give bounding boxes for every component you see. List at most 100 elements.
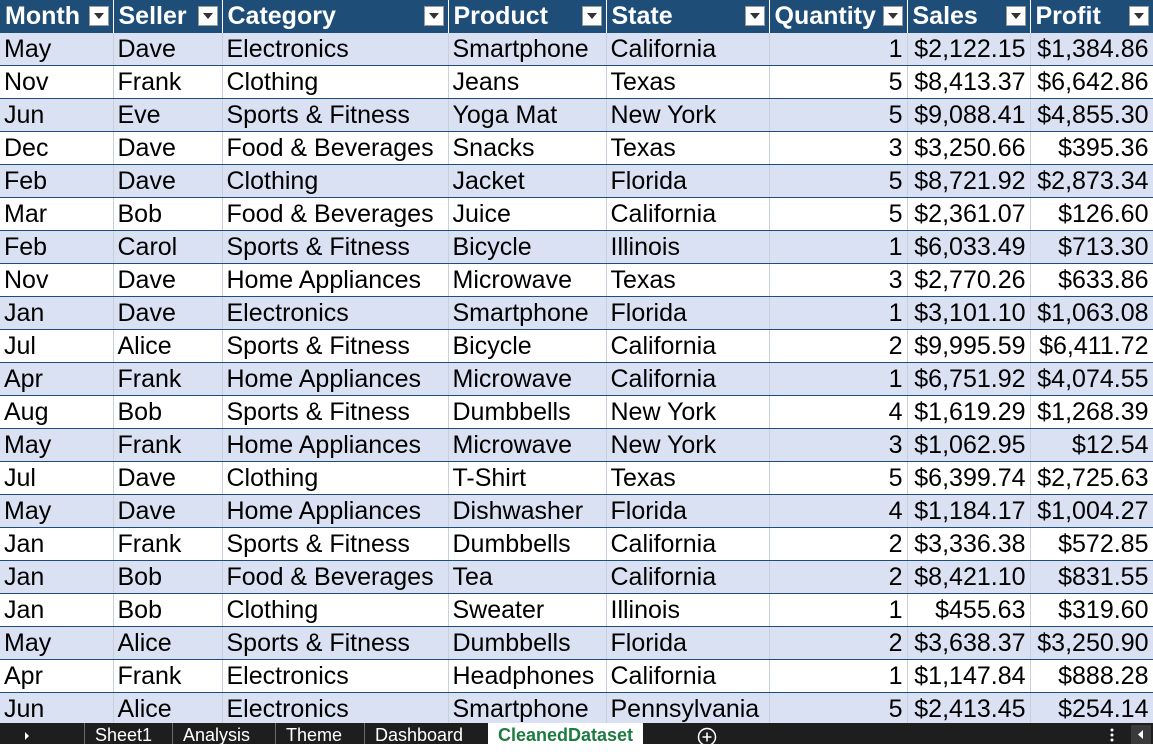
tab-dashboard[interactable]: Dashboard — [364, 723, 473, 745]
cell-month[interactable]: Jan — [0, 560, 114, 594]
tab-cleaneddataset[interactable]: CleanedDataset — [488, 723, 644, 745]
cell-quantity[interactable]: 5 — [769, 164, 908, 198]
cell-sales[interactable]: $1,062.95 — [907, 428, 1031, 462]
cell-category[interactable]: Home Appliances — [222, 494, 449, 528]
cell-seller[interactable]: Carol — [113, 230, 223, 264]
cell-sales[interactable]: $6,399.74 — [907, 461, 1031, 495]
cell-sales[interactable]: $3,638.37 — [907, 626, 1031, 660]
column-header-quantity[interactable]: Quantity — [769, 0, 908, 33]
cell-month[interactable]: Apr — [0, 659, 114, 693]
cell-profit[interactable]: $12.54 — [1030, 428, 1153, 462]
cell-category[interactable]: Clothing — [222, 461, 449, 495]
cell-product[interactable]: Sweater — [448, 593, 607, 627]
cell-quantity[interactable]: 2 — [769, 560, 908, 594]
cell-state[interactable]: California — [606, 329, 770, 363]
tab-analysis[interactable]: Analysis — [172, 723, 260, 745]
cell-profit[interactable]: $254.14 — [1030, 692, 1153, 723]
cell-profit[interactable]: $2,873.34 — [1030, 164, 1153, 198]
cell-month[interactable]: Jan — [0, 593, 114, 627]
cell-month[interactable]: Mar — [0, 197, 114, 231]
cell-seller[interactable]: Bob — [113, 593, 223, 627]
cell-profit[interactable]: $633.86 — [1030, 263, 1153, 297]
cell-sales[interactable]: $8,721.92 — [907, 164, 1031, 198]
cell-month[interactable]: Jan — [0, 527, 114, 561]
cell-category[interactable]: Home Appliances — [222, 263, 449, 297]
cell-month[interactable]: May — [0, 494, 114, 528]
column-header-sales[interactable]: Sales — [907, 0, 1031, 33]
cell-category[interactable]: Home Appliances — [222, 362, 449, 396]
cell-sales[interactable]: $1,619.29 — [907, 395, 1031, 429]
cell-seller[interactable]: Frank — [113, 428, 223, 462]
add-sheet-icon[interactable] — [697, 727, 717, 747]
cell-state[interactable]: Texas — [606, 131, 770, 165]
cell-quantity[interactable]: 2 — [769, 626, 908, 660]
cell-profit[interactable]: $1,063.08 — [1030, 296, 1153, 330]
cell-category[interactable]: Food & Beverages — [222, 197, 449, 231]
cell-state[interactable]: California — [606, 560, 770, 594]
cell-product[interactable]: Microwave — [448, 362, 607, 396]
cell-state[interactable]: Illinois — [606, 593, 770, 627]
column-header-category[interactable]: Category — [222, 0, 449, 33]
cell-profit[interactable]: $1,384.86 — [1030, 33, 1153, 66]
cell-product[interactable]: Headphones — [448, 659, 607, 693]
cell-month[interactable]: Aug — [0, 395, 114, 429]
cell-product[interactable]: Yoga Mat — [448, 98, 607, 132]
cell-seller[interactable]: Dave — [113, 461, 223, 495]
cell-quantity[interactable]: 1 — [769, 362, 908, 396]
cell-seller[interactable]: Alice — [113, 692, 223, 723]
cell-product[interactable]: Jacket — [448, 164, 607, 198]
cell-category[interactable]: Clothing — [222, 65, 449, 99]
cell-product[interactable]: Microwave — [448, 428, 607, 462]
cell-quantity[interactable]: 3 — [769, 428, 908, 462]
cell-sales[interactable]: $3,101.10 — [907, 296, 1031, 330]
filter-dropdown-icon[interactable] — [423, 6, 444, 26]
cell-category[interactable]: Electronics — [222, 659, 449, 693]
cell-quantity[interactable]: 2 — [769, 329, 908, 363]
cell-month[interactable]: Nov — [0, 263, 114, 297]
cell-category[interactable]: Electronics — [222, 296, 449, 330]
cell-profit[interactable]: $713.30 — [1030, 230, 1153, 264]
cell-sales[interactable]: $8,421.10 — [907, 560, 1031, 594]
cell-category[interactable]: Food & Beverages — [222, 131, 449, 165]
cell-quantity[interactable]: 5 — [769, 98, 908, 132]
cell-profit[interactable]: $6,642.86 — [1030, 65, 1153, 99]
cell-state[interactable]: Texas — [606, 65, 770, 99]
cell-profit[interactable]: $888.28 — [1030, 659, 1153, 693]
cell-category[interactable]: Electronics — [222, 33, 449, 66]
cell-sales[interactable]: $8,413.37 — [907, 65, 1031, 99]
cell-seller[interactable]: Eve — [113, 98, 223, 132]
cell-month[interactable]: Jul — [0, 461, 114, 495]
cell-seller[interactable]: Frank — [113, 527, 223, 561]
cell-state[interactable]: Texas — [606, 461, 770, 495]
cell-product[interactable]: T-Shirt — [448, 461, 607, 495]
cell-profit[interactable]: $2,725.63 — [1030, 461, 1153, 495]
cell-quantity[interactable]: 1 — [769, 659, 908, 693]
cell-quantity[interactable]: 1 — [769, 230, 908, 264]
cell-quantity[interactable]: 4 — [769, 494, 908, 528]
cell-seller[interactable]: Alice — [113, 626, 223, 660]
tab-sheet1[interactable]: Sheet1 — [84, 723, 162, 745]
cell-state[interactable]: California — [606, 527, 770, 561]
cell-quantity[interactable]: 5 — [769, 692, 908, 723]
cell-profit[interactable]: $4,855.30 — [1030, 98, 1153, 132]
cell-category[interactable]: Sports & Fitness — [222, 98, 449, 132]
cell-category[interactable]: Clothing — [222, 593, 449, 627]
cell-profit[interactable]: $126.60 — [1030, 197, 1153, 231]
filter-dropdown-icon[interactable] — [88, 6, 109, 26]
cell-state[interactable]: Texas — [606, 263, 770, 297]
filter-dropdown-icon[interactable] — [1005, 6, 1026, 26]
cell-sales[interactable]: $9,995.59 — [907, 329, 1031, 363]
cell-quantity[interactable]: 5 — [769, 461, 908, 495]
cell-product[interactable]: Tea — [448, 560, 607, 594]
cell-sales[interactable]: $9,088.41 — [907, 98, 1031, 132]
cell-product[interactable]: Bicycle — [448, 230, 607, 264]
cell-seller[interactable]: Dave — [113, 33, 223, 66]
cell-category[interactable]: Electronics — [222, 692, 449, 723]
scroll-left-icon[interactable] — [1131, 725, 1151, 744]
cell-state[interactable]: Pennsylvania — [606, 692, 770, 723]
cell-state[interactable]: California — [606, 33, 770, 66]
cell-quantity[interactable]: 4 — [769, 395, 908, 429]
cell-seller[interactable]: Dave — [113, 296, 223, 330]
cell-profit[interactable]: $3,250.90 — [1030, 626, 1153, 660]
cell-profit[interactable]: $572.85 — [1030, 527, 1153, 561]
